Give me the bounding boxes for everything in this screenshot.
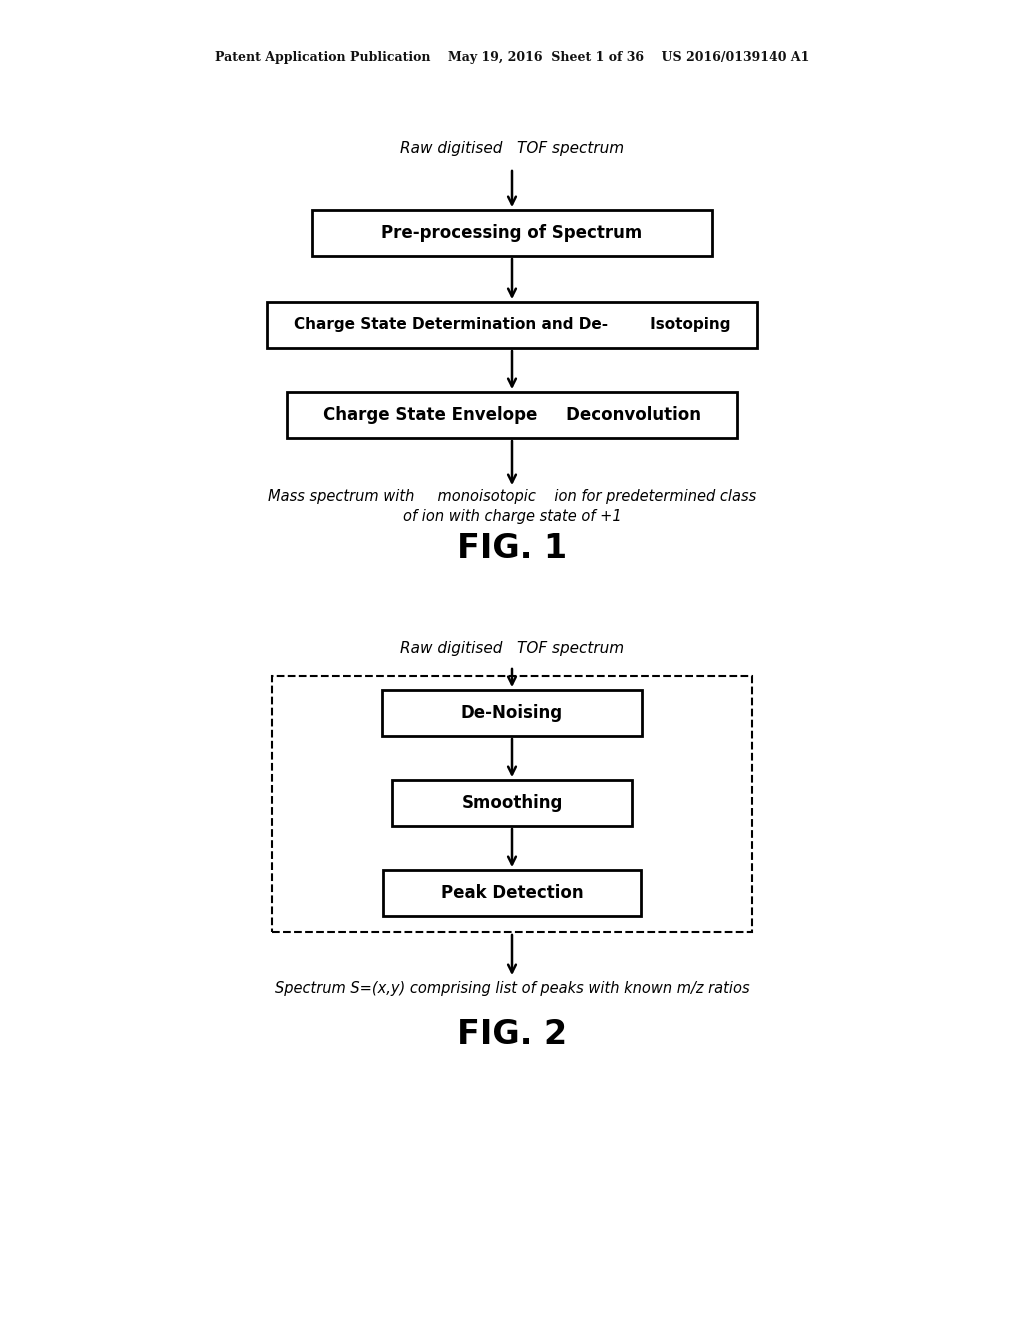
Bar	[312, 210, 712, 256]
Text: Raw digitised   TOF spectrum: Raw digitised TOF spectrum	[400, 640, 624, 656]
Text: Raw digitised   TOF spectrum: Raw digitised TOF spectrum	[400, 140, 624, 156]
Text: Charge State Determination and De-        Isotoping: Charge State Determination and De- Isoto…	[294, 318, 730, 333]
Text: Pre-processing of Spectrum: Pre-processing of Spectrum	[381, 224, 643, 242]
Text: Smoothing: Smoothing	[462, 795, 562, 812]
Text: Mass spectrum with     monoisotopic    ion for predetermined class: Mass spectrum with monoisotopic ion for …	[268, 488, 756, 503]
Text: FIG. 1: FIG. 1	[457, 532, 567, 565]
Bar	[382, 690, 642, 737]
Text: Patent Application Publication    May 19, 2016  Sheet 1 of 36    US 2016/0139140: Patent Application Publication May 19, 2…	[215, 50, 809, 63]
Text: Spectrum S=(x,y) comprising list of peaks with known m/z ratios: Spectrum S=(x,y) comprising list of peak…	[274, 981, 750, 995]
Text: Peak Detection: Peak Detection	[440, 884, 584, 902]
Text: of ion with charge state of +1: of ion with charge state of +1	[402, 508, 622, 524]
Bar	[287, 392, 737, 438]
Text: Charge State Envelope     Deconvolution: Charge State Envelope Deconvolution	[323, 407, 701, 424]
Text: FIG. 2: FIG. 2	[457, 1018, 567, 1051]
Text: De-Noising: De-Noising	[461, 704, 563, 722]
Bar	[392, 780, 632, 826]
Bar	[267, 302, 757, 348]
Bar	[383, 870, 641, 916]
Bar	[272, 676, 752, 932]
